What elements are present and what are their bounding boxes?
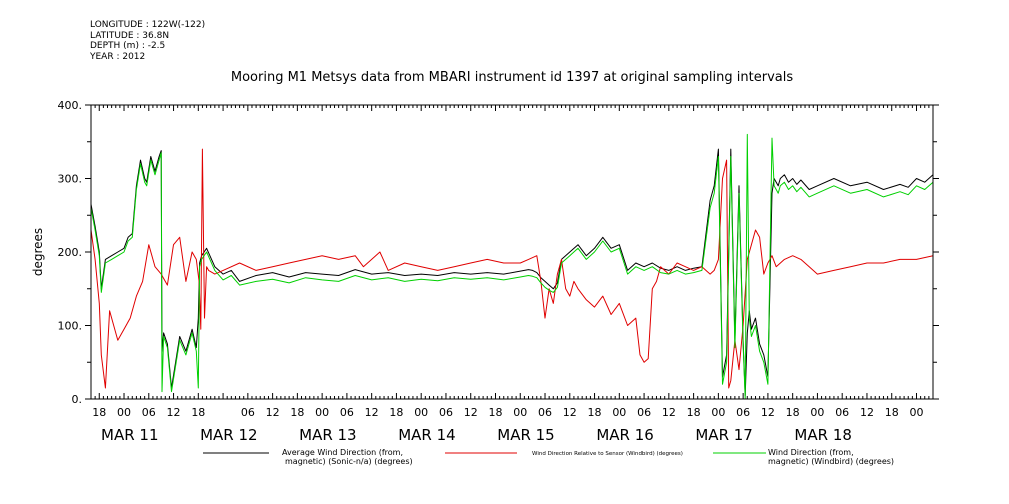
y-tick-label: 0. [72,393,83,406]
x-hour-label: 06 [340,406,354,419]
x-hour-label: 18 [290,406,304,419]
x-day-label: MAR 16 [596,426,653,444]
x-day-label: MAR 18 [794,426,851,444]
x-day-label: MAR 15 [497,426,554,444]
x-day-label: MAR 11 [101,426,158,444]
latitude-text: LATITUDE : 36.8N [90,30,170,41]
x-day-label: MAR 17 [695,426,752,444]
x-hour-label: 12 [860,406,874,419]
y-tick-label: 200. [58,246,83,259]
x-hour-label: 00 [315,406,329,419]
x-hour-label: 18 [92,406,106,419]
x-hour-label: 18 [588,406,602,419]
y-axis-label: degrees [31,228,45,276]
x-hour-label: 12 [563,406,577,419]
y-tick-label: 100. [58,320,83,333]
legend-label-1-line2: magnetic) (Sonic-n/a) (degrees) [285,457,413,466]
x-hour-label: 06 [538,406,552,419]
legend-label-3-line2: magnetic) (Windbird) (degrees) [768,457,894,466]
year-text: YEAR : 2012 [90,51,146,62]
x-hour-label: 12 [761,406,775,419]
x-hour-label: 18 [885,406,899,419]
x-day-label: MAR 12 [200,426,257,444]
x-hour-label: 12 [662,406,676,419]
series-line-1 [90,148,934,396]
series-line-3 [90,133,934,400]
x-hour-label: 06 [835,406,849,419]
series-line-2 [90,148,934,389]
x-hour-label: 00 [513,406,527,419]
y-tick-label: 400. [58,99,83,112]
x-hour-label: 06 [241,406,255,419]
x-hour-label: 12 [464,406,478,419]
series-layer [90,133,934,400]
x-hour-label: 18 [786,406,800,419]
x-hour-label: 00 [909,406,923,419]
x-hour-label: 00 [711,406,725,419]
y-tick-label: 300. [58,173,83,186]
x-hour-label: 18 [191,406,205,419]
x-hour-label: 00 [117,406,131,419]
x-hour-label: 18 [488,406,502,419]
x-hour-label: 00 [612,406,626,419]
legend-label-2: Wind Direction Relative to Sensor (Windb… [532,451,683,457]
x-hour-label: 00 [810,406,824,419]
longitude-text: LONGITUDE : 122W(-122) [90,20,206,30]
legend: Average Wind Direction (from,magnetic) (… [203,448,894,466]
metadata-block: LONGITUDE : 122W(-122) LATITUDE : 36.8N … [90,20,205,62]
chart-title: Mooring M1 Metsys data from MBARI instru… [231,70,793,85]
x-hour-label: 12 [365,406,379,419]
x-hour-label: 06 [637,406,651,419]
x-hour-label: 06 [439,406,453,419]
x-hour-label: 06 [142,406,156,419]
legend-label-3: Wind Direction (from, [768,448,854,457]
depth-text: DEPTH (m) : -2.5 [90,41,166,51]
x-hour-label: 12 [167,406,181,419]
x-hour-label: 06 [736,406,750,419]
x-day-label: MAR 13 [299,426,356,444]
x-hour-label: 18 [687,406,701,419]
x-hour-label: 18 [389,406,403,419]
x-hour-label: 12 [266,406,280,419]
legend-label-1: Average Wind Direction (from, [282,448,403,457]
x-hour-label: 00 [414,406,428,419]
axis-layer: 0. 100. 200. 300. 400. 18 00 06 12 18 06 12 18 00 06 12… [58,99,939,444]
x-day-label: MAR 14 [398,426,455,444]
plot-frame [90,104,934,400]
